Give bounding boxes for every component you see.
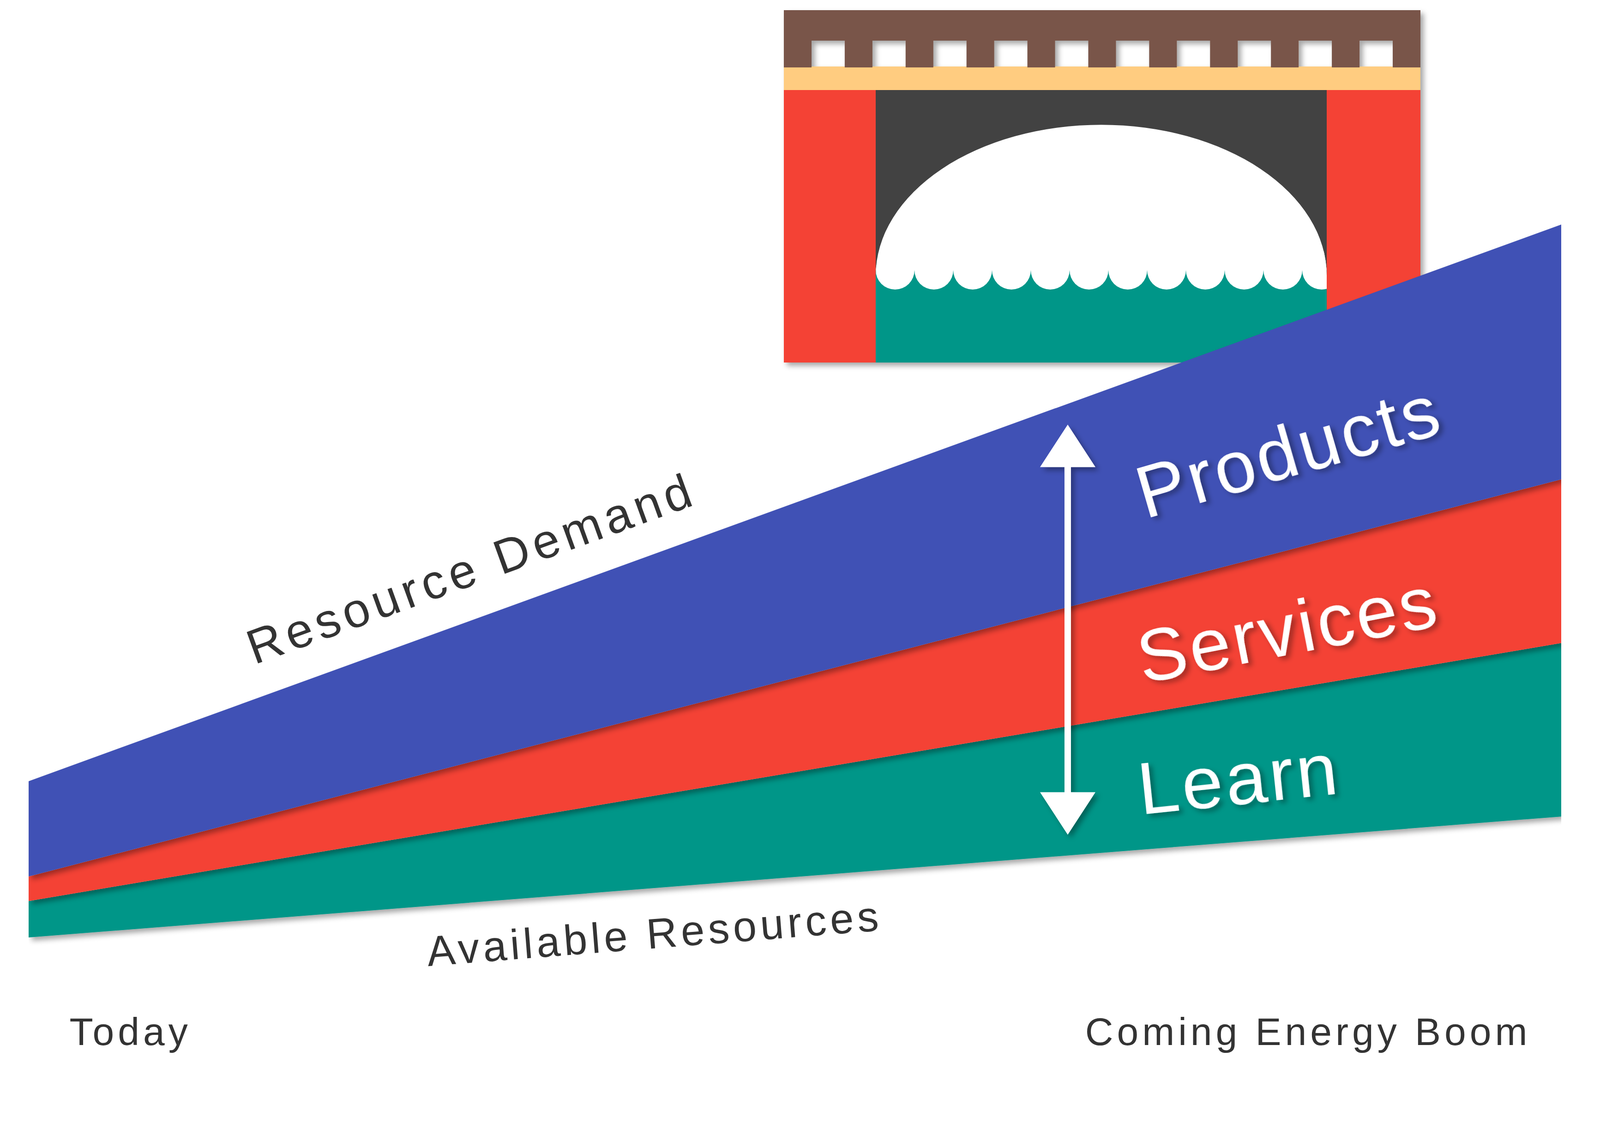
annotation: Resource Demand — [239, 461, 704, 674]
series-label: Services — [1130, 558, 1446, 698]
bridge-post — [966, 39, 995, 68]
wave — [875, 250, 915, 290]
x-tick-label: Coming Energy Boom — [1085, 1009, 1532, 1053]
bridge-post — [1088, 39, 1117, 68]
bridge-arch — [875, 124, 1327, 363]
plot-area — [28, 224, 1562, 1082]
wave — [1185, 250, 1225, 290]
x-tick: Coming Energy Boom — [1085, 1009, 1562, 1088]
bridge-post — [844, 39, 873, 68]
wave — [1224, 250, 1264, 290]
wave — [1302, 250, 1342, 290]
wave — [1069, 250, 1109, 290]
bridge-post — [1331, 39, 1360, 68]
bridge-post — [1392, 39, 1421, 68]
bridge-post — [1148, 39, 1177, 68]
bridge-post — [1209, 39, 1238, 68]
x-tick: Today — [29, 1009, 192, 1088]
bridge-post — [1027, 39, 1056, 68]
arrow-head — [1040, 424, 1096, 467]
series-label: Products — [1126, 366, 1451, 534]
x-axis: Today Coming Energy Boom — [29, 1009, 1562, 1088]
bridge-post — [783, 39, 812, 68]
y-axis — [23, 12, 24, 1083]
wave — [1147, 250, 1186, 290]
bridge-rail — [783, 10, 1421, 41]
wave — [953, 250, 993, 290]
y-axis-line — [18, 12, 30, 1083]
series-label: Learn — [1133, 726, 1345, 830]
area-band — [28, 224, 1562, 877]
series-label: Available Resources — [425, 891, 885, 975]
bridge-post — [1270, 39, 1299, 68]
bridge-stripe — [783, 66, 1421, 91]
bridge — [783, 10, 1421, 363]
wave — [992, 250, 1031, 290]
wave — [1030, 250, 1070, 290]
labels: Resource Demand Available Resources Learn S… — [239, 366, 1451, 975]
chart: Today Coming Energy Boom Resource Demand Av… — [0, 0, 1600, 1130]
arrow-head — [1040, 791, 1096, 835]
x-tick-label: Today — [69, 1009, 192, 1053]
x-axis-line — [29, 1082, 1562, 1094]
double-arrow — [1040, 424, 1096, 835]
bridge-waves — [875, 250, 1342, 290]
arrow-shaft — [1064, 461, 1071, 798]
wave — [1263, 250, 1303, 290]
bridge-inner — [875, 90, 1327, 363]
bridge-post — [905, 39, 934, 68]
wave — [914, 250, 954, 290]
wave — [1108, 250, 1148, 290]
